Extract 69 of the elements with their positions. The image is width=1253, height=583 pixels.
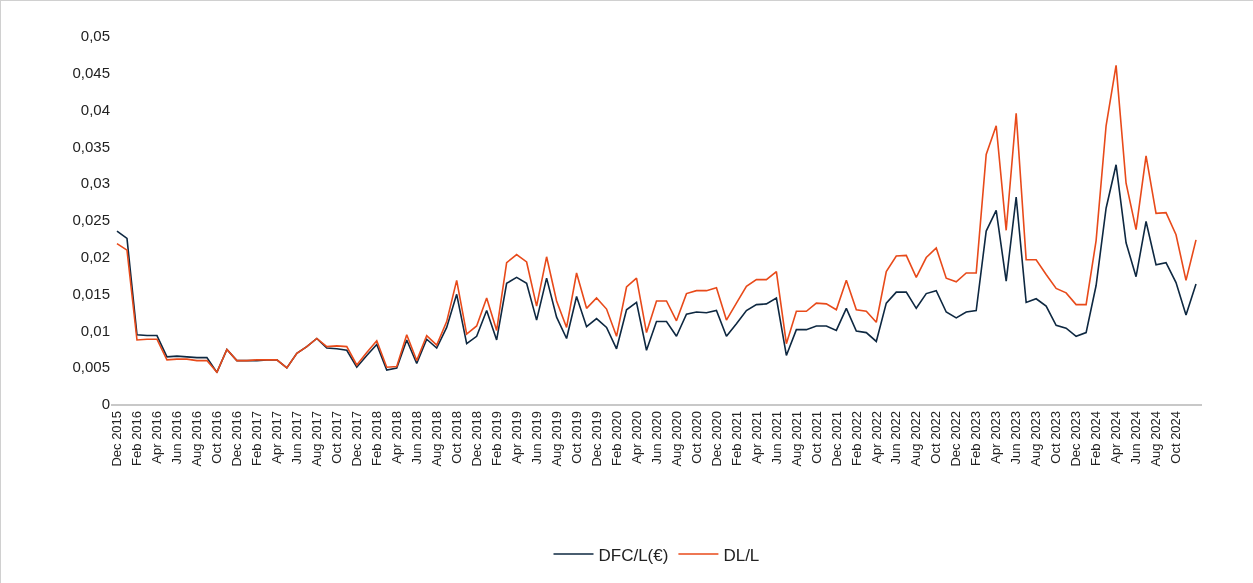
y-tick-label: 0,045 <box>72 64 110 82</box>
x-tick-label: Jun 2019 <box>528 410 544 465</box>
x-tick-label: Aug 2024 <box>1148 410 1164 467</box>
x-tick-label: Jun 2021 <box>768 410 784 465</box>
x-tick-label: Apr 2018 <box>388 410 404 464</box>
y-tick-label: 0,025 <box>72 211 110 229</box>
x-tick-label: Feb 2018 <box>368 410 384 466</box>
x-tick-label: Jun 2024 <box>1128 410 1144 465</box>
x-tick-label: Jun 2023 <box>1008 410 1024 465</box>
x-tick-label: Jun 2018 <box>408 410 424 465</box>
x-tick-label: Feb 2020 <box>608 410 624 466</box>
y-tick-label: 0,03 <box>80 174 110 192</box>
x-tick-label: Oct 2024 <box>1168 410 1184 464</box>
x-tick-label: Dec 2023 <box>1068 410 1084 467</box>
x-tick-label: Oct 2022 <box>928 410 944 464</box>
x-tick-label: Jun 2022 <box>888 410 904 465</box>
x-tick-label: Oct 2018 <box>448 410 464 464</box>
x-tick-label: Oct 2020 <box>688 410 704 464</box>
x-tick-label: Aug 2016 <box>189 410 205 467</box>
x-tick-label: Aug 2018 <box>428 410 444 467</box>
x-tick-label: Oct 2023 <box>1048 410 1064 464</box>
x-tick-label: Dec 2018 <box>468 410 484 467</box>
x-tick-label: Apr 2017 <box>269 410 285 464</box>
x-tick-label: Feb 2021 <box>728 410 744 466</box>
x-tick-label: Oct 2016 <box>209 410 225 464</box>
x-tick-label: Feb 2016 <box>129 410 145 466</box>
x-tick-label: Aug 2021 <box>788 410 804 467</box>
x-tick-label: Aug 2022 <box>908 410 924 467</box>
x-tick-label: Apr 2020 <box>628 410 644 464</box>
y-tick-label: 0,01 <box>80 321 110 339</box>
x-tick-label: Apr 2021 <box>748 410 764 464</box>
x-tick-label: Apr 2024 <box>1108 410 1124 464</box>
line-series <box>116 164 1197 374</box>
x-tick-label: Feb 2017 <box>249 410 265 466</box>
y-tick-label: 0,04 <box>80 100 110 118</box>
x-tick-label: Dec 2019 <box>588 410 604 467</box>
x-tick-label: Oct 2019 <box>568 410 584 464</box>
x-tick-label: Feb 2023 <box>968 410 984 466</box>
x-tick-label: Apr 2022 <box>868 410 884 464</box>
line-series <box>116 64 1197 374</box>
x-tick-label: Jun 2016 <box>169 410 185 465</box>
y-tick-label: 0,05 <box>80 27 110 45</box>
x-tick-label: Apr 2023 <box>988 410 1004 464</box>
x-tick-label: Dec 2016 <box>229 410 245 467</box>
x-tick-label: Aug 2017 <box>309 410 325 467</box>
x-tick-label: Apr 2016 <box>149 410 165 464</box>
y-tick-label: 0,015 <box>72 284 110 302</box>
y-tick-label: 0,035 <box>72 137 110 155</box>
x-tick-label: Aug 2019 <box>548 410 564 467</box>
x-tick-label: Dec 2021 <box>828 410 844 467</box>
x-tick-label: Dec 2017 <box>348 410 364 467</box>
x-tick-label: Apr 2019 <box>508 410 524 464</box>
x-tick-label: Jun 2017 <box>289 410 305 465</box>
x-tick-label: Aug 2020 <box>668 410 684 467</box>
x-tick-label: Oct 2017 <box>329 410 345 464</box>
y-tick-label: 0,02 <box>80 248 110 266</box>
legend-label: DFC/L(€) <box>598 545 669 565</box>
y-tick-label: 0 <box>101 395 110 413</box>
legend-label: DL/L <box>723 545 760 565</box>
x-tick-label: Feb 2022 <box>848 410 864 466</box>
x-tick-label: Jun 2020 <box>648 410 664 465</box>
x-tick-label: Oct 2021 <box>808 410 824 464</box>
x-tick-label: Feb 2024 <box>1088 410 1104 466</box>
x-tick-label: Dec 2015 <box>109 410 125 467</box>
y-tick-label: 0,005 <box>72 358 110 376</box>
x-tick-label: Dec 2022 <box>948 410 964 467</box>
x-tick-label: Aug 2023 <box>1028 410 1044 467</box>
x-tick-label: Dec 2020 <box>708 410 724 467</box>
x-tick-label: Feb 2019 <box>488 410 504 466</box>
